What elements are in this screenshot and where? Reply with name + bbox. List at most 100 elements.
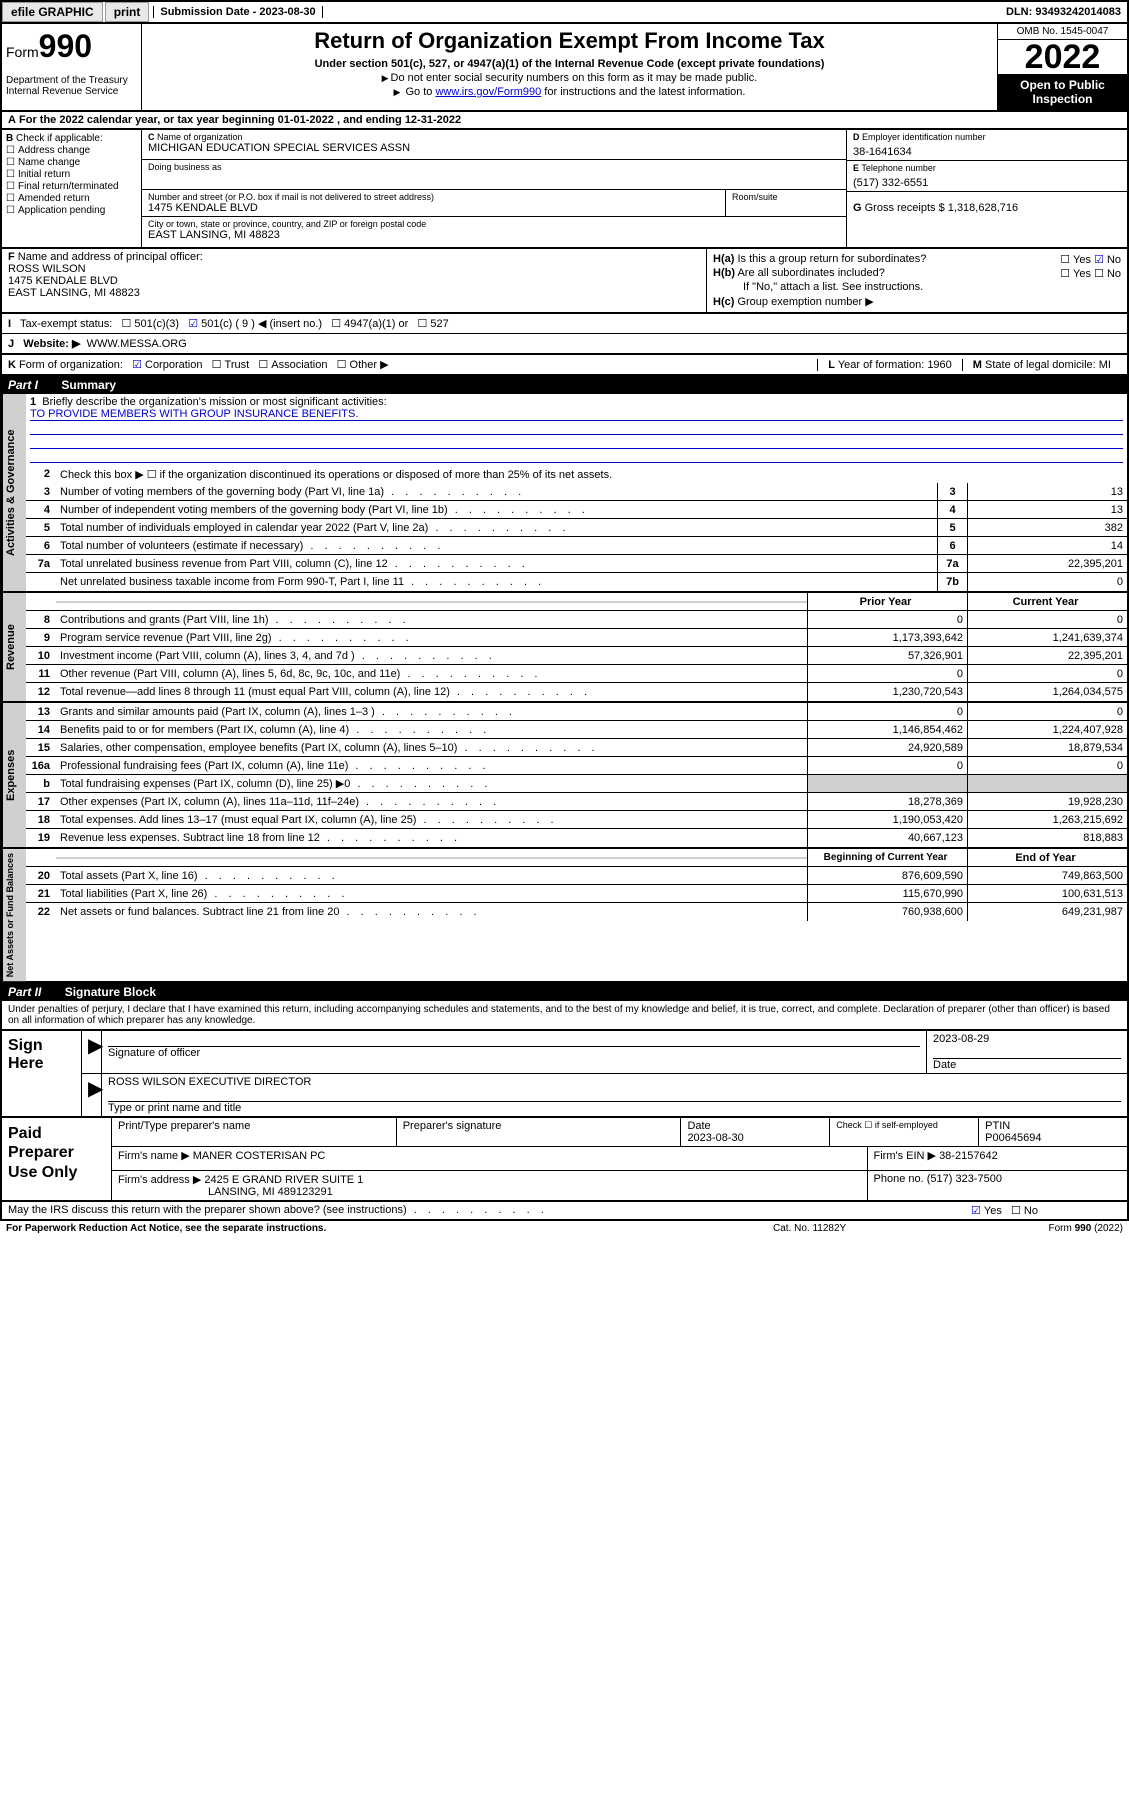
data-line: 18Total expenses. Add lines 13–17 (must … [26,811,1127,829]
g-prefix: G [853,202,862,214]
room-label: Room/suite [732,192,840,202]
dept-irs: Internal Revenue Service [6,86,137,97]
firm-ein: 38-2157642 [939,1150,998,1162]
k-prefix: K [8,359,16,371]
chk-527[interactable]: 527 [417,318,448,330]
topbar: efile GRAPHIC print Submission Date - 20… [0,0,1129,24]
row-k: K Form of organization: Corporation Trus… [8,358,389,371]
a-text: For the 2022 calendar year, or tax year … [19,114,278,126]
chk-initial-return[interactable]: Initial return [6,169,137,180]
summary-governance: Activities & Governance 1 Briefly descri… [0,394,1129,593]
part1-title: Summary [61,378,116,392]
firm-addr1: 2425 E GRAND RIVER SUITE 1 [204,1174,363,1186]
mission-block: 1 Briefly describe the organization's mi… [26,394,1127,465]
chk-assoc[interactable]: Association [258,359,327,371]
ha-yes[interactable]: Yes [1060,254,1091,266]
gov-line: Net unrelated business taxable income fr… [26,573,1127,591]
rev-header: Prior Year Current Year [26,593,1127,611]
a-prefix: A [8,114,16,126]
chk-501c[interactable]: 501(c) ( 9 ) ◀ (insert no.) [188,318,322,330]
chk-amended[interactable]: Amended return [6,193,137,204]
mission-text: TO PROVIDE MEMBERS WITH GROUP INSURANCE … [30,408,1123,421]
footer-left: For Paperwork Reduction Act Notice, see … [6,1223,773,1234]
discuss-yes[interactable]: Yes [971,1205,1002,1217]
sig-row-2: ▶ ROSS WILSON EXECUTIVE DIRECTOR Type or… [82,1074,1127,1116]
submission-label: Submission Date - [160,6,259,18]
subtitle-3: Go to www.irs.gov/Form990 for instructio… [150,86,989,98]
chk-address-change[interactable]: Address change [6,145,137,156]
sig-date: 2023-08-29 [933,1033,1121,1045]
year-formation: 1960 [927,359,951,371]
bottom-row: May the IRS discuss this return with the… [0,1202,1129,1221]
chk-other[interactable]: Other ▶ [337,359,389,371]
sub3-pre: Go to [406,86,436,98]
gov-rows: 1 Briefly describe the organization's mi… [26,394,1127,591]
gross-receipts: 1,318,628,716 [948,202,1018,214]
row-lm: L Year of formation: 1960 M State of leg… [817,359,1121,371]
sign-fields: ▶ Signature of officer 2023-08-29 Date ▶… [82,1031,1127,1116]
chk-corp[interactable]: Corporation [132,359,202,371]
form-label: Form [6,44,39,60]
k-label: Form of organization: [19,359,123,371]
q2: Check this box ▶ ☐ if the organization d… [56,467,1127,482]
b-label: Check if applicable: [16,133,103,144]
sig-row-1: ▶ Signature of officer 2023-08-29 Date [82,1031,1127,1074]
subtitle-2: Do not enter social security numbers on … [150,72,989,84]
data-line: 12Total revenue—add lines 8 through 11 (… [26,683,1127,701]
officer-addr1: 1475 KENDALE BLVD [8,275,700,287]
data-line: 15Salaries, other compensation, employee… [26,739,1127,757]
vtab-netassets: Net Assets or Fund Balances [2,849,26,981]
ptin-label: PTIN [985,1120,1121,1132]
ha-no[interactable]: No [1094,254,1121,266]
col-f: F Name and address of principal officer:… [2,249,707,312]
chk-final-return[interactable]: Final return/terminated [6,181,137,192]
chk-trust[interactable]: Trust [212,359,250,371]
i-prefix: I [8,318,11,330]
firm-addr-label: Firm's address ▶ [118,1174,201,1186]
section-fh: F Name and address of principal officer:… [0,249,1129,314]
gov-line: 4Number of independent voting members of… [26,501,1127,519]
m-prefix: M [973,359,982,371]
j-label: Website: ▶ [23,338,80,350]
mission-blank-2 [30,435,1123,449]
ha-prefix: H(a) [713,253,734,265]
form-number: Form990 [6,28,137,65]
sig-line[interactable] [108,1033,920,1047]
header-mid: Return of Organization Exempt From Incom… [142,24,997,110]
chk-name-change[interactable]: Name change [6,157,137,168]
chk-app-pending[interactable]: Application pending [6,205,137,216]
city: EAST LANSING, MI 48823 [148,229,840,241]
tax-year: 2022 [998,40,1127,74]
section-klm: K Form of organization: Corporation Trus… [0,355,1129,376]
form-title: Return of Organization Exempt From Incom… [150,28,989,54]
website: WWW.MESSA.ORG [87,338,187,350]
hdr-prior: Prior Year [807,593,967,610]
data-line: 8Contributions and grants (Part VIII, li… [26,611,1127,629]
efile-button[interactable]: efile GRAPHIC [2,2,103,22]
data-line: 9Program service revenue (Part VIII, lin… [26,629,1127,647]
hdr-end: End of Year [967,849,1127,866]
discuss-no[interactable]: No [1011,1205,1038,1217]
mission-blank-3 [30,449,1123,463]
a-end: 12-31-2022 [405,114,461,126]
chk-4947[interactable]: 4947(a)(1) or [331,318,408,330]
gov-line: 5Total number of individuals employed in… [26,519,1127,537]
hb-no[interactable]: No [1094,268,1121,280]
self-emp[interactable]: Check ☐ if self-employed [830,1118,979,1146]
print-button[interactable]: print [105,2,150,22]
officer-name: ROSS WILSON [8,263,700,275]
c-prefix: C [148,132,155,142]
e-label: Telephone number [861,163,936,173]
irs-link[interactable]: www.irs.gov/Form990 [435,86,541,98]
net-rows: Beginning of Current Year End of Year 20… [26,849,1127,981]
efile-label: efile GRAPHIC [11,5,94,19]
hb-yes[interactable]: Yes [1060,268,1091,280]
ptin: P00645694 [985,1132,1121,1144]
part2-title: Signature Block [65,985,156,999]
addr: 1475 KENDALE BLVD [148,202,719,214]
row-i: I Tax-exempt status: 501(c)(3) 501(c) ( … [2,314,1127,334]
data-line: 20Total assets (Part X, line 16)876,609,… [26,867,1127,885]
chk-501c3[interactable]: 501(c)(3) [122,318,180,330]
summary-revenue: Revenue Prior Year Current Year 8Contrib… [0,593,1129,703]
summary-expenses: Expenses 13Grants and similar amounts pa… [0,703,1129,849]
